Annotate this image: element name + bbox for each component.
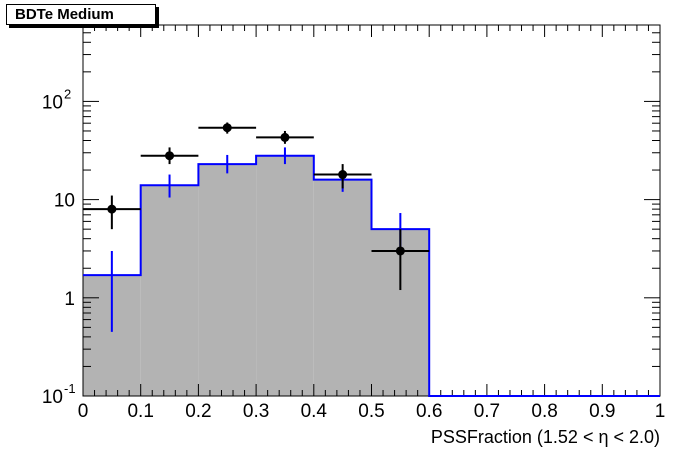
y-tick-label: 10 xyxy=(42,92,63,113)
x-tick-labels: 0 0.1 0.2 0.3 0.4 0.5 0.6 0.7 0.8 0.9 1 xyxy=(78,401,666,422)
y-tick-label: 10 xyxy=(42,387,63,408)
x-tick-label: 0.9 xyxy=(589,401,615,422)
y-tick-label: 10 xyxy=(54,191,75,212)
x-tick-label: 0 xyxy=(78,401,89,422)
histogram-outline xyxy=(83,154,660,397)
x-tick-label: 0.5 xyxy=(358,401,384,422)
data-points-layer xyxy=(83,122,430,291)
data-point xyxy=(280,132,290,142)
x-tick-label: 0.6 xyxy=(416,401,442,422)
data-point xyxy=(395,246,405,256)
histogram-bar xyxy=(256,155,314,396)
histogram-outline-layer xyxy=(83,154,660,397)
histogram-bar xyxy=(140,185,199,396)
x-tick-label: 0.2 xyxy=(185,401,211,422)
x-tick-label: 0.4 xyxy=(301,401,328,422)
histogram-bar xyxy=(198,164,257,396)
histogram-fill-layer xyxy=(83,155,430,396)
data-point xyxy=(107,204,117,214)
x-tick-label: 0.3 xyxy=(243,401,269,422)
x-tick-label: 1 xyxy=(655,401,666,422)
data-point xyxy=(165,151,175,161)
axis-ticks xyxy=(82,24,661,397)
x-tick-label: 0.7 xyxy=(474,401,500,422)
x-tick-label: 0.8 xyxy=(531,401,557,422)
data-point xyxy=(338,170,348,180)
y-tick-label-exponent: 2 xyxy=(64,86,71,101)
histogram-bar xyxy=(313,179,372,396)
y-tick-label-exponent: -1 xyxy=(64,381,76,396)
y-tick-label: 1 xyxy=(64,289,75,310)
x-axis-title: PSSFraction (1.52 < η < 2.0) xyxy=(431,427,660,447)
data-point xyxy=(222,123,232,133)
chart-title: BDTe Medium xyxy=(6,4,156,25)
x-tick-label: 0.1 xyxy=(127,401,153,422)
